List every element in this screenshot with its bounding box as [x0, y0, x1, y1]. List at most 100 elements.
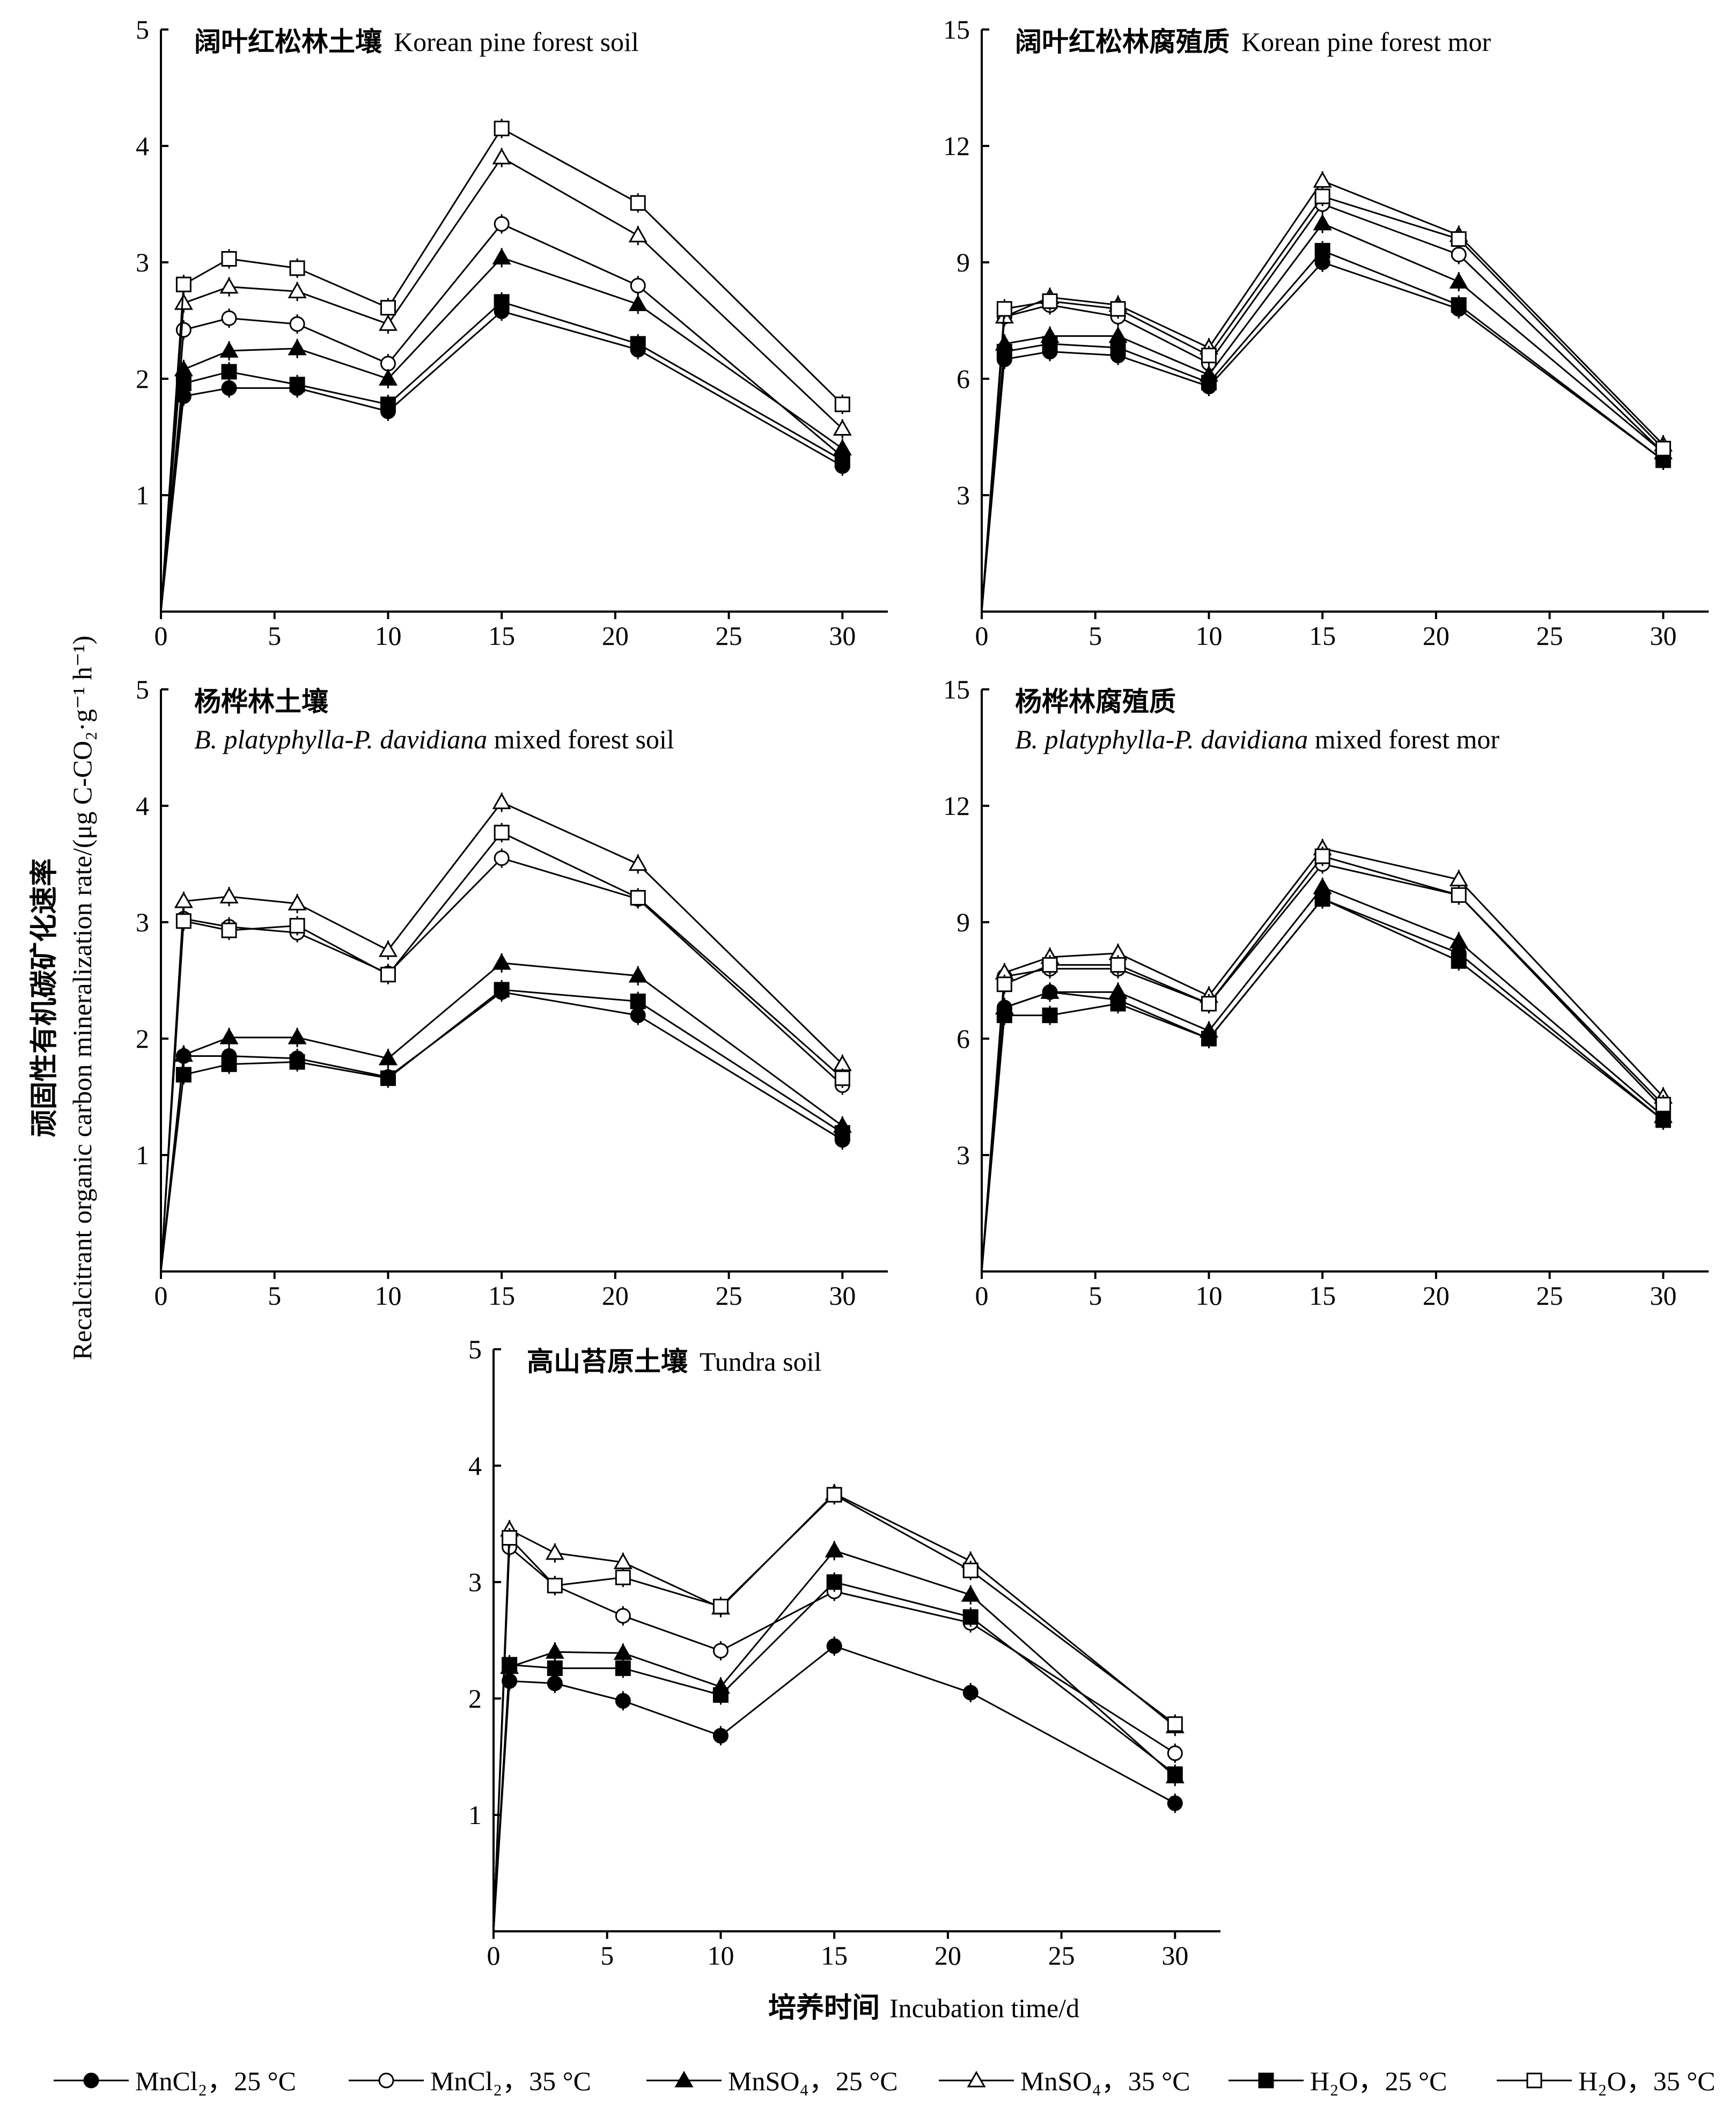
data-point: [289, 260, 305, 276]
data-point: [174, 891, 193, 908]
data-point: [1110, 957, 1126, 973]
legend-item: H₂O，25 °C: [1229, 2066, 1447, 2096]
panel-title-en: B. platyphylla-P. davidiana mixed forest…: [194, 724, 674, 754]
data-series: [981, 889, 1671, 1272]
series-line: [160, 801, 843, 1272]
legend-item: MnCl₂，35 °C: [349, 2066, 591, 2096]
data-point: [826, 1638, 842, 1654]
y-tick-label: 3: [468, 1567, 482, 1597]
data-point: [1451, 247, 1467, 263]
data-point: [221, 364, 237, 380]
data-point: [630, 889, 646, 906]
data-point: [1449, 272, 1468, 289]
data-point: [289, 377, 305, 393]
data-point: [378, 314, 398, 331]
legend-label: MnCl₂，35 °C: [430, 2066, 591, 2096]
data-point: [494, 850, 510, 866]
y-tick-label: 6: [957, 364, 970, 394]
x-tick-label: 5: [268, 621, 281, 651]
data-point: [630, 994, 646, 1010]
panel-title-cn: 杨桦林土壤: [194, 687, 328, 717]
legend-marker: [1526, 2072, 1542, 2089]
series-line: [981, 863, 1664, 1272]
data-series: [981, 187, 1671, 612]
x-tick-label: 25: [716, 621, 742, 651]
axis-lines: [981, 689, 1709, 1273]
series-line: [160, 857, 843, 1272]
x-tick-label: 20: [1423, 1281, 1450, 1311]
panel-title: 杨桦林土壤: [194, 687, 328, 717]
series-line: [160, 156, 843, 612]
legend-label: H₂O，25 °C: [1310, 2066, 1447, 2096]
data-point: [494, 825, 510, 841]
y-tick-label: 3: [957, 480, 970, 510]
series-line: [160, 989, 843, 1272]
data-point: [221, 922, 237, 938]
data-point: [712, 1727, 729, 1744]
y-tick-label: 12: [943, 791, 970, 821]
data-point: [962, 1685, 979, 1701]
y-tick-label: 4: [136, 131, 149, 161]
x-axis-label-en: Incubation time/d: [889, 1993, 1079, 2023]
x-tick-label: 0: [975, 1281, 989, 1311]
data-point: [628, 295, 648, 311]
data-series: [160, 953, 852, 1272]
y-tick-label: 5: [468, 1334, 482, 1364]
x-tick-label: 5: [1088, 621, 1102, 651]
x-tick-label: 10: [707, 1940, 734, 1970]
panel-title-en: Korean pine forest soil: [394, 27, 639, 57]
y-tick-label: 3: [957, 1140, 970, 1170]
x-tick-label: 30: [829, 1281, 856, 1311]
data-point: [962, 1609, 979, 1625]
x-tick-label: 5: [600, 1940, 614, 1970]
data-series: [492, 1537, 1183, 1932]
legend-item: MnSO₄，25 °C: [646, 2066, 898, 2096]
data-series: [160, 982, 850, 1272]
data-point: [1110, 996, 1126, 1012]
series-line: [160, 127, 843, 612]
data-point: [492, 148, 511, 165]
data-point: [175, 322, 192, 338]
panel-title-en: Korean pine forest mor: [1241, 27, 1491, 57]
data-point: [826, 1487, 842, 1503]
data-series: [160, 822, 850, 1272]
data-point: [221, 1056, 237, 1072]
data-point: [221, 310, 237, 326]
data-point: [175, 1067, 192, 1083]
data-point: [378, 1048, 398, 1065]
data-point: [826, 1574, 842, 1590]
x-tick-label: 15: [1309, 1281, 1336, 1311]
panel-title: 高山苔原土壤 Tundra soil: [527, 1347, 821, 1377]
y-tick-label: 5: [136, 674, 149, 704]
data-series: [160, 148, 852, 612]
series-line: [160, 832, 843, 1272]
data-point: [219, 1027, 239, 1045]
data-point: [615, 1608, 631, 1624]
data-point: [1201, 996, 1217, 1012]
data-point: [494, 982, 510, 998]
series-line: [981, 261, 1664, 612]
y-tick-label: 4: [136, 791, 149, 821]
data-point: [962, 1562, 979, 1578]
data-point: [492, 953, 511, 970]
y-tick-label: 15: [943, 14, 970, 45]
data-series: [981, 854, 1671, 1272]
data-point: [174, 293, 193, 310]
data-point: [288, 1027, 307, 1045]
y-tick-label: 2: [468, 1683, 482, 1714]
data-point: [547, 1578, 563, 1594]
series-line: [160, 301, 843, 612]
panel-title-cn: 高山苔原土壤: [527, 1347, 688, 1377]
data-point: [996, 1008, 1012, 1024]
series-line: [981, 886, 1664, 1272]
y-tick-label: 3: [136, 907, 149, 937]
data-point: [712, 1687, 729, 1703]
data-point: [630, 195, 646, 211]
chart-panel: 0 5 10 15 20 25 30 3 6 9 12 15 阔叶红松林腐殖质 Korean pine f…: [943, 14, 1709, 651]
legend-marker: [674, 2071, 694, 2087]
data-point: [1313, 214, 1332, 231]
axis-lines: [160, 689, 888, 1273]
x-tick-label: 20: [602, 1281, 629, 1311]
x-tick-label: 10: [374, 1281, 401, 1311]
data-point: [547, 1675, 563, 1692]
